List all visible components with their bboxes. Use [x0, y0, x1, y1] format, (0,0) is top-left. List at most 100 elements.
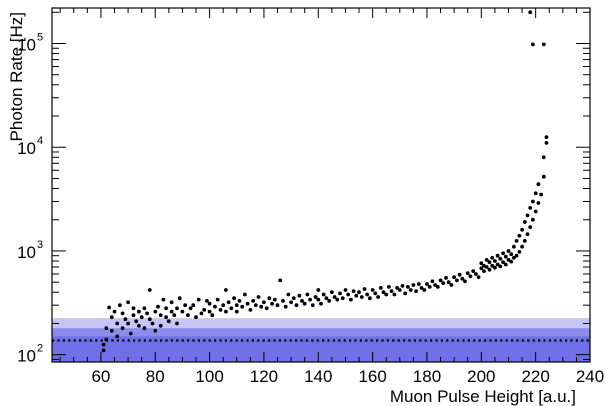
- data-point: [147, 317, 152, 322]
- data-point: [541, 174, 546, 179]
- data-point: [520, 244, 524, 249]
- data-point: [484, 265, 489, 269]
- data-point: [150, 321, 155, 326]
- data-point: [381, 290, 386, 295]
- x-tick-label: 180: [413, 367, 441, 386]
- data-point: [498, 256, 503, 261]
- data-point: [210, 313, 215, 318]
- data-point: [495, 262, 500, 267]
- data-point: [294, 303, 299, 308]
- data-point: [449, 283, 454, 287]
- y-tick-exponent: 3: [37, 239, 43, 251]
- data-point: [544, 141, 549, 145]
- data-point: [115, 334, 120, 339]
- data-point: [365, 292, 370, 297]
- x-tick-label: 140: [304, 367, 332, 386]
- data-point: [465, 271, 470, 276]
- data-point: [256, 295, 261, 299]
- data-point: [351, 289, 356, 293]
- data-point: [267, 296, 272, 301]
- data-point: [172, 313, 177, 318]
- data-point: [215, 297, 220, 302]
- data-point: [177, 296, 182, 301]
- band-2: [52, 336, 590, 362]
- data-point: [528, 225, 533, 230]
- data-point: [528, 206, 533, 210]
- data-point: [308, 297, 312, 302]
- data-point: [517, 233, 522, 238]
- data-point: [395, 286, 399, 290]
- data-point: [281, 299, 285, 303]
- data-point: [498, 264, 503, 269]
- data-point: [107, 305, 111, 310]
- data-point: [343, 288, 348, 292]
- data-point: [142, 326, 147, 331]
- data-point: [411, 283, 416, 287]
- data-point: [156, 304, 160, 309]
- data-point: [158, 323, 163, 328]
- data-point: [408, 288, 413, 292]
- data-point: [297, 293, 302, 298]
- data-point: [528, 10, 533, 15]
- data-point: [324, 296, 329, 301]
- data-point: [354, 293, 359, 298]
- data-point: [460, 276, 465, 281]
- data-point: [101, 342, 106, 347]
- data-point: [514, 239, 519, 243]
- data-point: [243, 292, 247, 297]
- data-point: [541, 42, 546, 47]
- data-point: [406, 285, 410, 289]
- data-point: [248, 308, 253, 312]
- data-point: [536, 201, 541, 205]
- data-point: [338, 291, 342, 296]
- x-tick-label: 60: [91, 367, 110, 386]
- y-tick-exponent: 2: [37, 343, 43, 355]
- data-point: [207, 301, 212, 306]
- data-point: [283, 304, 288, 309]
- data-point: [495, 253, 500, 258]
- data-point: [313, 295, 318, 299]
- data-point: [455, 278, 459, 283]
- data-point: [503, 254, 508, 259]
- data-point: [501, 251, 505, 256]
- data-point: [101, 348, 106, 353]
- data-point: [376, 295, 380, 299]
- data-point: [126, 300, 130, 305]
- data-point: [145, 311, 150, 316]
- data-point: [474, 272, 478, 276]
- data-point: [359, 295, 364, 299]
- data-point: [501, 260, 505, 265]
- data-point: [457, 272, 462, 277]
- data-point: [403, 291, 408, 296]
- data-point: [522, 239, 527, 243]
- data-point: [147, 288, 152, 292]
- data-point: [422, 288, 427, 292]
- data-point: [319, 301, 323, 306]
- x-tick-label: 240: [576, 367, 604, 386]
- data-point: [305, 292, 310, 297]
- data-point: [493, 259, 497, 263]
- data-point: [128, 331, 133, 336]
- y-tick-exponent: 4: [37, 135, 43, 147]
- data-point: [414, 289, 418, 293]
- data-point: [109, 315, 114, 320]
- data-point: [245, 301, 250, 306]
- data-point: [479, 261, 484, 266]
- data-point: [104, 326, 109, 331]
- data-point: [183, 303, 188, 308]
- data-point: [131, 306, 136, 311]
- data-point: [479, 266, 484, 271]
- data-point: [218, 308, 223, 312]
- x-tick-label: 120: [250, 367, 278, 386]
- data-point: [191, 303, 196, 308]
- data-point: [444, 276, 448, 280]
- data-point: [289, 300, 293, 305]
- data-point: [202, 308, 207, 312]
- data-point: [224, 288, 228, 292]
- data-point: [253, 303, 258, 308]
- data-point: [270, 301, 274, 306]
- y-tick-label: 10: [17, 243, 36, 262]
- data-point: [316, 297, 321, 302]
- data-point: [368, 296, 372, 301]
